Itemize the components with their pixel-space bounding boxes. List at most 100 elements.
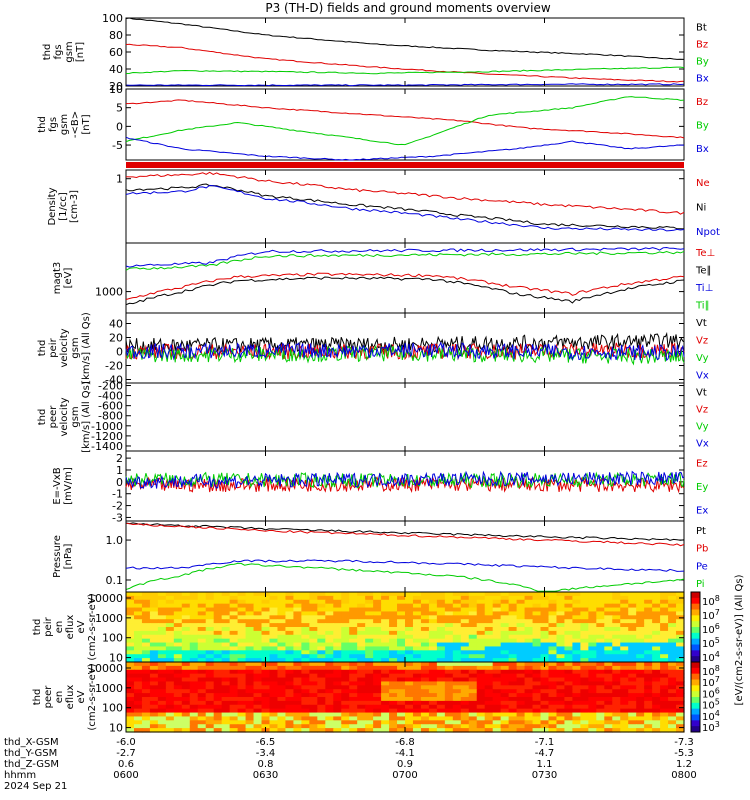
- spectrogram-cell: [436, 720, 446, 725]
- spectrogram-cell: [556, 638, 566, 644]
- spectrogram-cell: [141, 716, 151, 721]
- spectrogram-cell: [564, 673, 573, 679]
- spectrogram-cell: [325, 665, 334, 671]
- spectrogram-cell: [420, 627, 430, 632]
- spectrogram-cell: [596, 681, 605, 686]
- spectrogram-cell: [596, 720, 605, 725]
- spectrogram-cell: [468, 599, 478, 605]
- spectrogram-cell: [405, 681, 414, 686]
- spectrogram-cell: [580, 654, 589, 659]
- spectrogram-cell: [548, 728, 558, 733]
- y-axis-label-line: fgs: [53, 44, 64, 59]
- spectrogram-cell: [452, 599, 462, 605]
- spectrogram-cell: [636, 642, 645, 648]
- spectrogram-cell: [213, 623, 223, 628]
- spectrogram-cell: [604, 658, 613, 663]
- spectrogram-cell: [269, 720, 279, 725]
- spectrogram-cell: [580, 634, 589, 640]
- spectrogram-cell: [269, 603, 279, 609]
- spectrogram-cell: [357, 592, 366, 597]
- spectrogram-cell: [365, 595, 374, 601]
- spectrogram-cell: [237, 700, 247, 706]
- y-axis-label-line: -<B>: [70, 111, 81, 138]
- spectrogram-cell: [365, 642, 374, 648]
- spectrogram-cell: [269, 673, 279, 679]
- spectrogram-cell: [572, 654, 581, 659]
- spectrogram-cell: [676, 619, 685, 624]
- spectrogram-cell: [325, 607, 334, 613]
- spectrogram-cell: [245, 630, 255, 636]
- spectrogram-cell: [189, 704, 199, 710]
- spectrogram-cell: [253, 689, 263, 694]
- spectrogram-cell: [357, 627, 366, 632]
- spectrogram-cell: [301, 708, 310, 714]
- spectrogram-cell: [460, 595, 470, 601]
- spectrogram-cell: [524, 681, 534, 686]
- spectrogram-cell: [660, 720, 669, 725]
- spectrogram-cell: [516, 650, 526, 655]
- spectrogram-cell: [620, 595, 629, 601]
- spectrogram-cell: [333, 716, 342, 721]
- spectrogram-cell: [508, 685, 518, 690]
- spectrogram-cell: [668, 716, 677, 721]
- spectrogram-cell: [341, 658, 350, 663]
- legend-entry: Bt: [696, 23, 707, 34]
- spectrogram-cell: [452, 642, 462, 648]
- spectrogram-cell: [141, 592, 151, 597]
- spectrogram-cell: [556, 592, 566, 597]
- spectrogram-cell: [556, 595, 566, 601]
- spectrogram-cell: [261, 697, 271, 702]
- spectrogram-cell: [676, 689, 685, 694]
- spectrogram-cell: [221, 592, 231, 597]
- spectrogram-cell: [126, 627, 135, 632]
- spectrogram-cell: [293, 669, 302, 675]
- spectrogram-cell: [365, 592, 374, 597]
- spectrogram-cell: [548, 603, 558, 609]
- spectrogram-cell: [628, 704, 637, 710]
- spectrogram-cell: [141, 603, 151, 609]
- spectrogram-cell: [277, 654, 287, 659]
- spectrogram-cell: [460, 681, 470, 686]
- spectrogram-cell: [389, 630, 398, 636]
- spectrogram-cell: [205, 642, 215, 648]
- spectrogram-cell: [476, 634, 486, 640]
- spectrogram-cell: [428, 603, 438, 609]
- spectrogram-cell: [500, 685, 510, 690]
- spectrogram-cell: [325, 689, 334, 694]
- spectrogram-cell: [428, 630, 438, 636]
- spectrogram-cell: [532, 689, 542, 694]
- spectrogram-cell: [245, 638, 255, 644]
- spectrogram-cell: [365, 634, 374, 640]
- spectrogram-cell: [325, 611, 334, 616]
- spectrogram-cell: [412, 728, 422, 733]
- spectrogram-cell: [492, 646, 502, 651]
- spectrogram-cell: [301, 623, 310, 628]
- spectrogram-cell: [644, 634, 653, 640]
- spectrogram-cell: [309, 712, 318, 718]
- spectrogram-cell: [444, 595, 454, 601]
- spectrogram-cell: [532, 697, 542, 702]
- spectrogram-cell: [644, 615, 653, 620]
- spectrogram-cell: [309, 700, 318, 706]
- spectrogram-cell: [301, 716, 310, 721]
- spectrogram-cell: [428, 599, 438, 605]
- spectrogram-cell: [588, 677, 597, 683]
- spectrogram-cell: [660, 689, 669, 694]
- spectrogram-cell: [524, 697, 534, 702]
- spectrogram-cell: [341, 638, 350, 644]
- spectrogram-cell: [668, 665, 677, 671]
- spectrogram-cell: [189, 665, 199, 671]
- spectrogram-cell: [333, 724, 342, 729]
- spectrogram-cell: [221, 693, 231, 698]
- spectrogram-cell: [572, 611, 581, 616]
- colorbar-tick-label: 108: [702, 594, 720, 608]
- spectrogram-cell: [173, 611, 183, 616]
- spectrogram-cell: [197, 611, 207, 616]
- spectrogram-cell: [644, 673, 653, 679]
- spectrogram-cell: [189, 623, 199, 628]
- spectrogram-cell: [365, 669, 374, 675]
- colorbar-swatch: [691, 720, 700, 727]
- spectrogram-cell: [668, 623, 677, 628]
- spectrogram-cell: [341, 611, 350, 616]
- spectrogram-cell: [293, 728, 302, 733]
